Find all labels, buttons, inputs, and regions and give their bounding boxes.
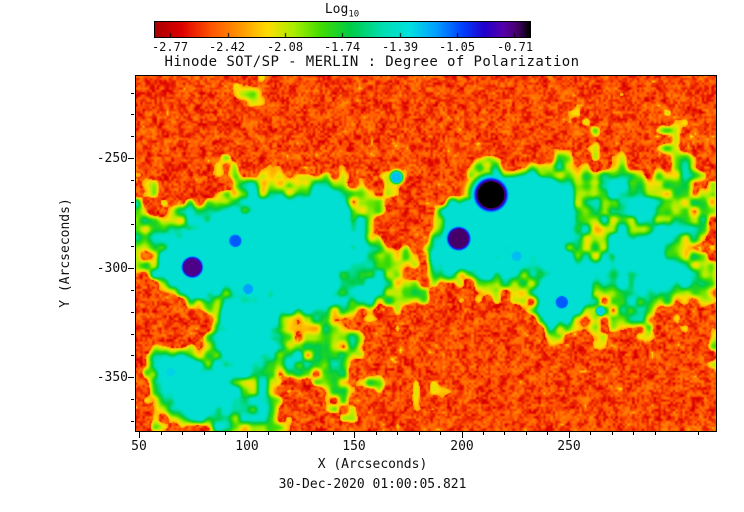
tick-mark <box>139 432 140 438</box>
tick-mark <box>354 432 355 438</box>
tick-mark <box>131 202 134 203</box>
y-axis-label: Y (Arcseconds) <box>58 198 73 308</box>
plot-title: Hinode SOT/SP - MERLIN : Degree of Polar… <box>164 54 580 70</box>
x-tick-label: 100 <box>235 439 259 454</box>
x-tick-label: 200 <box>450 439 474 454</box>
colorbar-tick-label: -1.74 <box>323 40 361 54</box>
tick-mark <box>247 432 248 438</box>
colorbar <box>154 21 531 38</box>
tick-mark <box>440 432 441 435</box>
tick-mark <box>268 432 269 435</box>
tick-mark <box>462 432 463 438</box>
x-tick-label: 50 <box>131 439 147 454</box>
observation-timestamp: 30-Dec-2020 01:00:05.821 <box>278 477 467 492</box>
tick-mark <box>483 432 484 435</box>
tick-mark <box>161 432 162 435</box>
x-axis-label: X (Arcseconds) <box>317 457 428 472</box>
tick-mark <box>333 432 334 435</box>
heatmap-plot-area <box>135 75 717 432</box>
tick-mark <box>612 432 613 435</box>
y-tick-label: -300 <box>96 261 128 276</box>
tick-mark <box>131 93 134 94</box>
tick-mark <box>131 312 134 313</box>
tick-mark <box>204 432 205 435</box>
colorbar-tick-label: -1.39 <box>381 40 419 54</box>
tick-mark <box>655 432 656 435</box>
colorbar-canvas <box>155 22 530 37</box>
tick-mark <box>131 355 134 356</box>
colorbar-tick-label: -2.08 <box>266 40 304 54</box>
tick-mark <box>131 246 134 247</box>
tick-mark <box>376 432 377 435</box>
tick-mark <box>225 432 226 435</box>
tick-mark <box>419 432 420 435</box>
colorbar-tick-label: -0.71 <box>496 40 534 54</box>
tick-mark <box>290 432 291 435</box>
tick-mark <box>131 421 134 422</box>
y-tick-label: -250 <box>96 151 128 166</box>
tick-mark <box>131 224 134 225</box>
tick-mark <box>131 114 134 115</box>
tick-mark <box>698 432 699 435</box>
tick-mark <box>128 158 134 159</box>
colorbar-title-main: Log <box>324 2 349 17</box>
tick-mark <box>131 136 134 137</box>
tick-mark <box>547 432 548 435</box>
tick-mark <box>128 377 134 378</box>
colorbar-title: Log10 <box>242 2 442 20</box>
heatmap-canvas <box>136 76 716 431</box>
tick-mark <box>128 268 134 269</box>
tick-mark <box>590 432 591 435</box>
tick-mark <box>131 290 134 291</box>
tick-mark <box>569 432 570 438</box>
colorbar-tick-label: -2.77 <box>151 40 189 54</box>
tick-mark <box>311 432 312 435</box>
y-tick-label: -350 <box>96 370 128 385</box>
tick-mark <box>182 432 183 435</box>
tick-mark <box>131 180 134 181</box>
tick-mark <box>526 432 527 435</box>
tick-mark <box>131 334 134 335</box>
x-tick-label: 250 <box>557 439 581 454</box>
colorbar-tick-label: -1.05 <box>438 40 476 54</box>
colorbar-tick-label: -2.42 <box>208 40 246 54</box>
tick-mark <box>633 432 634 435</box>
tick-mark <box>397 432 398 435</box>
x-tick-label: 150 <box>342 439 366 454</box>
colorbar-title-sub: 10 <box>348 9 360 20</box>
tick-mark <box>504 432 505 435</box>
tick-mark <box>131 399 134 400</box>
